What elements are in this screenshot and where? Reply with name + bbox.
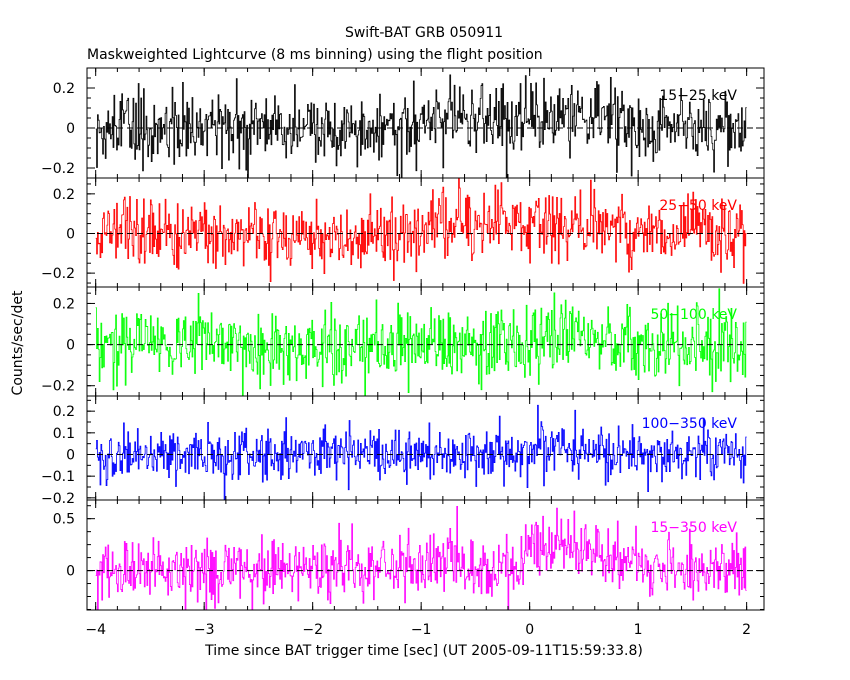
panel-frame <box>86 499 765 611</box>
y-tick-label: −0.2 <box>41 379 75 395</box>
y-tick-label: 0.5 <box>53 512 75 528</box>
panel-100-350-kev: −0.2 −0.1 0 0.1 0.2 100−350 keV <box>41 395 765 507</box>
panel-15-350-kev: 0 0.5 15−350 keV <box>53 499 765 611</box>
y-tick-label: −0.2 <box>41 491 75 507</box>
y-tick-label: 0 <box>66 226 75 242</box>
y-tick-label: 0.2 <box>53 187 75 203</box>
y-tick-label: 0 <box>66 564 75 580</box>
series-line <box>95 404 747 500</box>
panel-50-100-kev: −0.2 0 0.2 50−100 keV <box>41 286 765 397</box>
y-tick-label: 0.2 <box>53 296 75 312</box>
band-label: 25−50 keV <box>659 198 737 214</box>
x-tick-label: 1 <box>634 622 643 638</box>
y-tick-label: 0.2 <box>53 404 75 420</box>
y-tick-label: −0.1 <box>41 469 75 485</box>
series-line <box>95 178 747 284</box>
y-axis-label: Counts/sec/det <box>10 290 26 395</box>
x-tick-label: −1 <box>411 622 432 638</box>
x-axis: −4 −3 −2 −1 0 1 2 <box>85 622 751 638</box>
series-line <box>95 288 747 396</box>
x-axis-label: Time since BAT trigger time [sec] (UT 20… <box>204 643 643 659</box>
chart-subtitle: Maskweighted Lightcurve (8 ms binning) u… <box>87 47 543 63</box>
y-tick-label: 0 <box>66 448 75 464</box>
y-tick-label: 0.1 <box>53 426 75 442</box>
series-line <box>95 74 747 178</box>
y-tick-label: 0 <box>66 338 75 354</box>
panel-25-50-kev: −0.2 0 0.2 25−50 keV <box>41 177 765 288</box>
y-tick-label: −0.2 <box>41 161 75 177</box>
band-label: 50−100 keV <box>650 307 737 323</box>
band-label: 100−350 keV <box>642 416 738 432</box>
x-tick-label: −2 <box>302 622 323 638</box>
y-tick-label: 0 <box>66 121 75 137</box>
y-tick-label: −0.2 <box>41 266 75 282</box>
x-tick-label: 2 <box>742 622 751 638</box>
series-line <box>95 506 747 610</box>
y-tick-label: 0.2 <box>53 81 75 97</box>
panel-15-25-kev: −0.2 0 0.2 15−25 keV <box>41 67 765 179</box>
band-label: 15−25 keV <box>659 88 737 104</box>
chart-title: Swift-BAT GRB 050911 <box>345 25 503 41</box>
x-tick-label: 0 <box>525 622 534 638</box>
panels-group: −0.200.2 15−25 keV−0.200.225−50 keV−0.200… <box>41 67 765 611</box>
x-tick-label: −4 <box>85 622 106 638</box>
x-tick-label: −3 <box>194 622 215 638</box>
band-label: 15−350 keV <box>650 520 737 536</box>
